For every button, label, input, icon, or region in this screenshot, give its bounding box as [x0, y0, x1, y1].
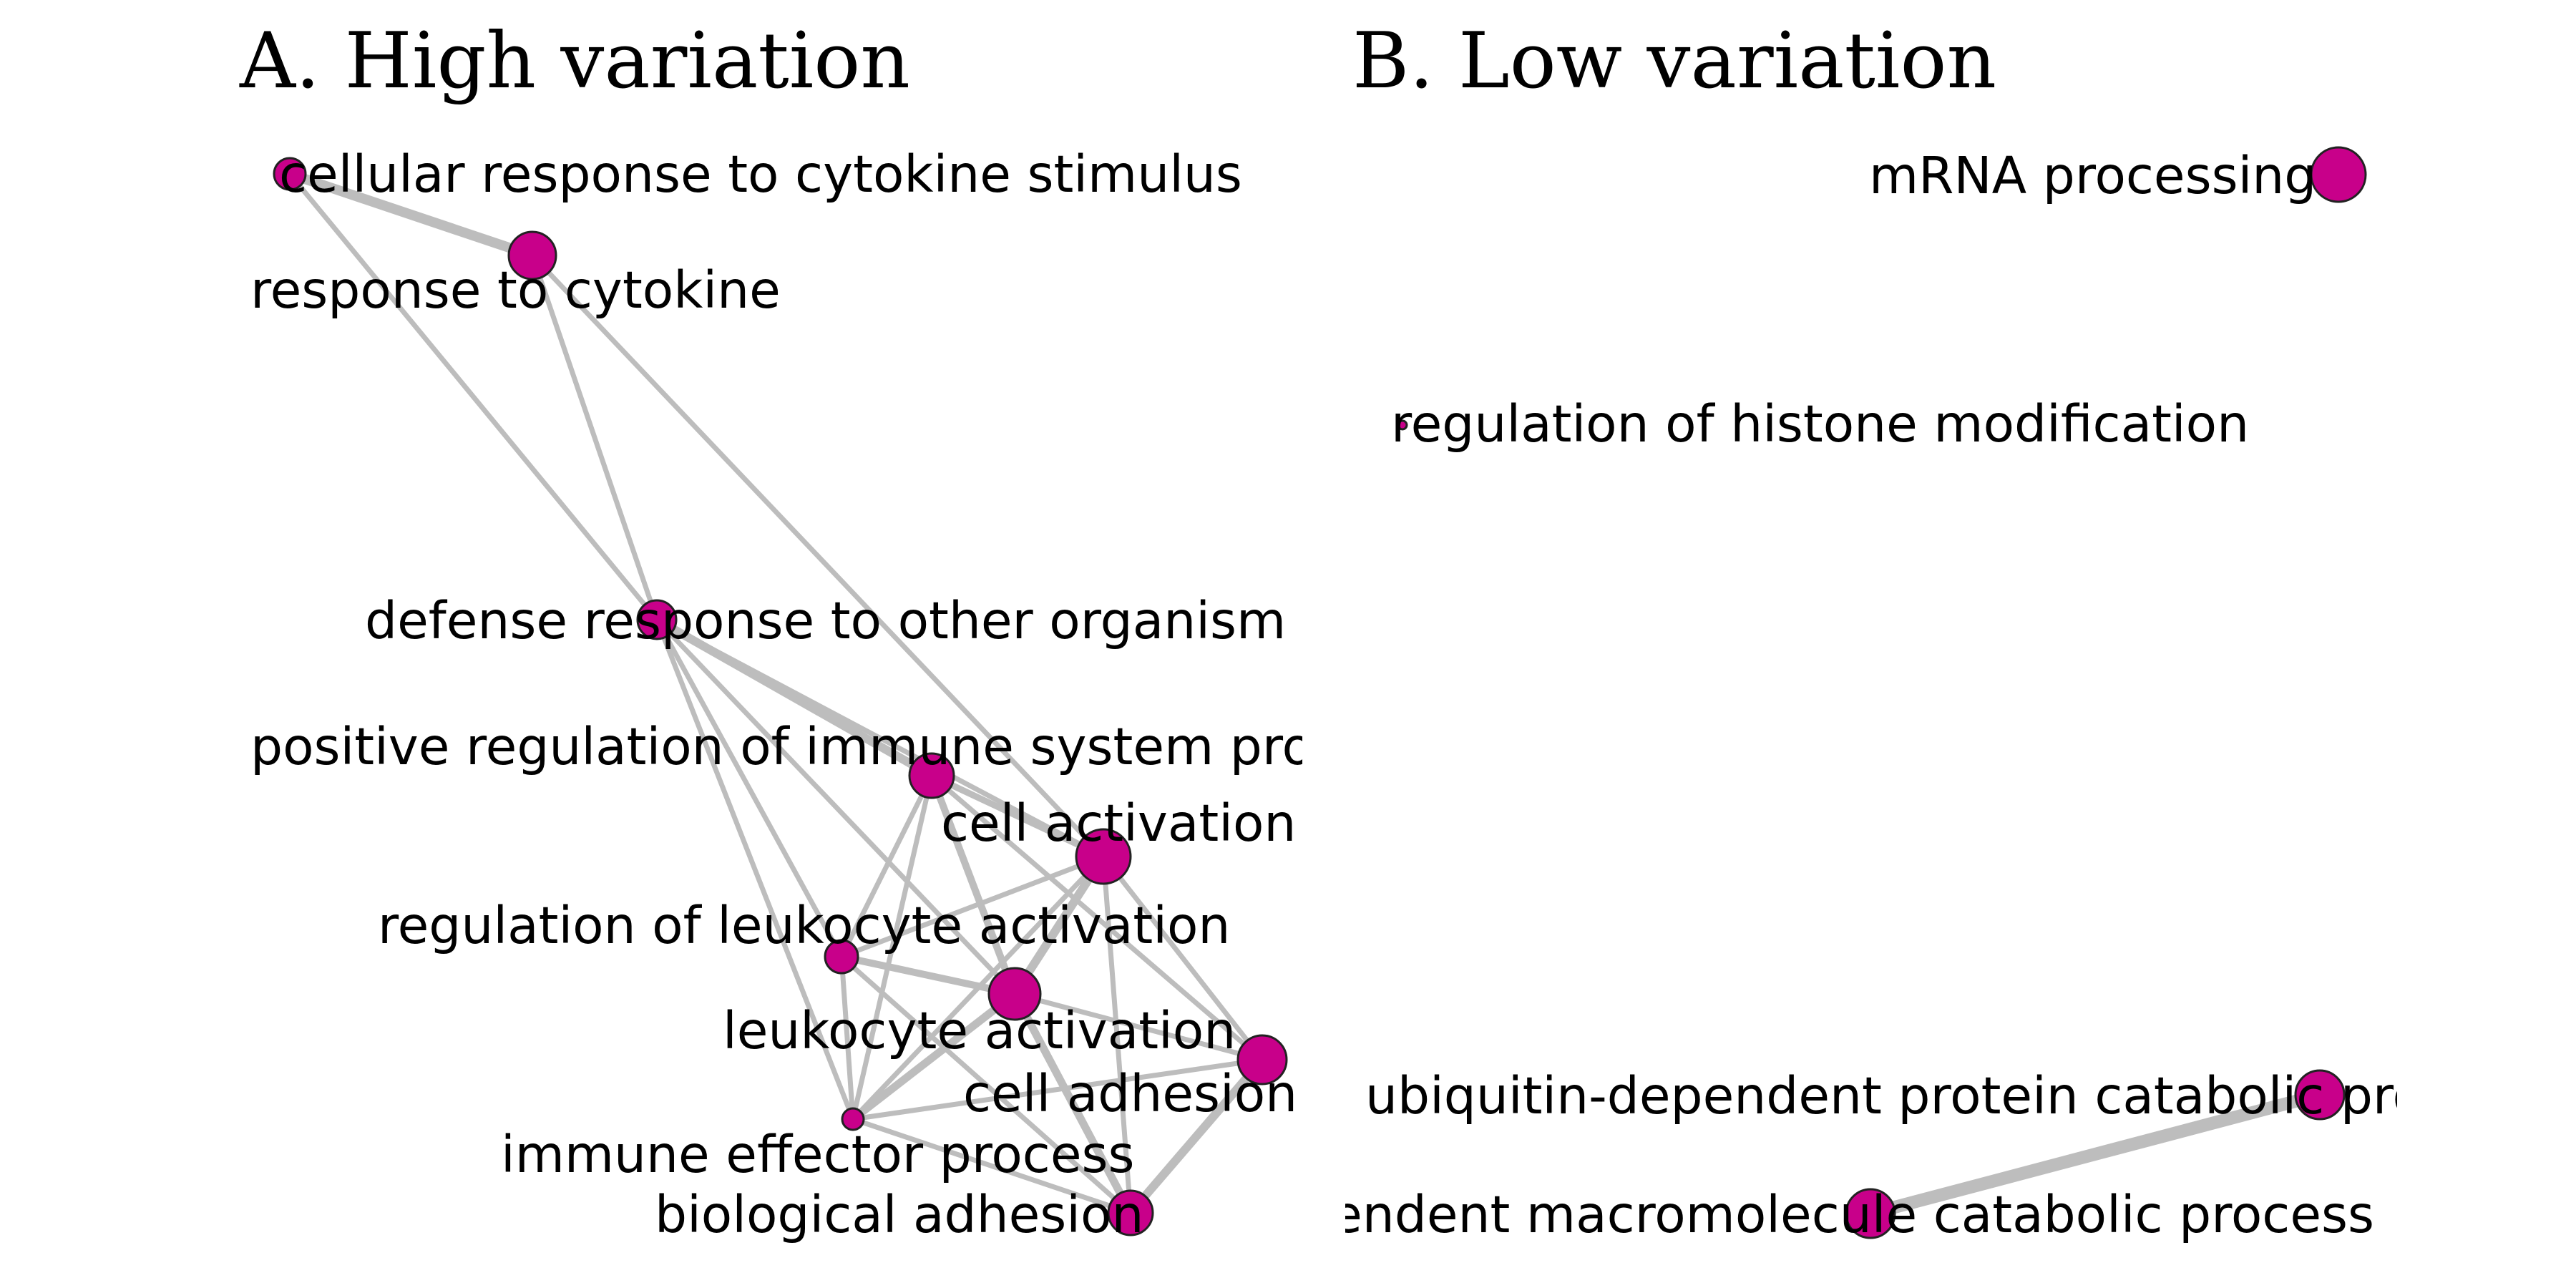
node-mcp	[1845, 1188, 1896, 1239]
node-ba	[1107, 1189, 1154, 1236]
node-label-ba: biological adhesion	[655, 1185, 1143, 1244]
edge-drto-rola	[654, 617, 844, 960]
node-rhm	[1397, 419, 1408, 431]
node-label-ca: cell activation	[941, 794, 1296, 853]
edge-pris-la	[928, 772, 1018, 997]
node-label-rtc: response to cytokine	[250, 260, 781, 320]
edge-udpc-mcp	[1864, 1088, 2326, 1220]
edge-crcs-rtc	[285, 169, 537, 260]
panel-b-network: mRNA processing regulation of histone mod…	[902, 146, 2536, 1244]
panel-a-network: cellular response to cytokine stimulus re…	[250, 145, 1425, 1244]
node-label-crcs: cellular response to cytokine stimulus	[279, 145, 1242, 204]
panel-b-labels: mRNA processing regulation of histone mod…	[902, 146, 2536, 1244]
edge-cad-iep	[850, 1057, 1265, 1122]
panel-a-edges	[285, 169, 1267, 1217]
edge-pris-iep	[850, 773, 935, 1122]
edge-drto-iep	[654, 617, 856, 1122]
node-iep	[841, 1107, 865, 1131]
edge-rola-la	[838, 953, 1018, 997]
edge-cad-ba	[1126, 1055, 1267, 1217]
edge-ca-ba	[1101, 854, 1133, 1216]
node-label-iep: immune effector process	[501, 1125, 1135, 1184]
edge-pris-cad	[929, 773, 1265, 1063]
edge-drto-ca	[654, 617, 1106, 859]
node-label-rhm: regulation of histone modification	[1391, 394, 2249, 454]
edge-drto-la	[654, 617, 1018, 997]
node-label-mrna: mRNA processing	[1869, 146, 2316, 205]
panel-b-edges	[1864, 1088, 2326, 1220]
panel-a-nodes	[273, 157, 1288, 1236]
panel-b-nodes	[1397, 146, 2367, 1239]
node-crcs	[273, 157, 307, 191]
node-cad	[1236, 1034, 1288, 1085]
node-la	[987, 967, 1042, 1021]
edge-pris-rola	[839, 773, 935, 960]
edge-crcs-drto	[287, 171, 660, 623]
edge-rtc-ca	[530, 253, 1106, 859]
edge-ca-rola	[839, 854, 1106, 960]
node-label-udpc: ubiquitin-dependent protein catabolic pr…	[1365, 1066, 2536, 1126]
edge-iep-ba	[850, 1116, 1133, 1216]
node-label-rola: regulation of leukocyte activation	[378, 896, 1230, 955]
node-label-drto: defense response to other organism	[365, 591, 1286, 650]
node-label-pris: positive regulation of immune system pro…	[250, 717, 1425, 776]
edge-rola-iep	[839, 954, 856, 1122]
panel-b-title: B. Low variation	[1352, 16, 1996, 106]
panel-a-labels: cellular response to cytokine stimulus re…	[250, 145, 1425, 1244]
edge-rtc-drto	[530, 253, 660, 623]
node-mrna	[2310, 146, 2367, 203]
edge-la-cad	[1012, 991, 1265, 1063]
edge-pris-ca	[928, 772, 1107, 860]
edge-ca-cad	[1101, 854, 1265, 1063]
node-rola	[824, 939, 859, 975]
edge-rola-ba	[839, 954, 1133, 1216]
edge-la-ba	[1010, 990, 1135, 1217]
node-label-la: leukocyte activation	[723, 1001, 1236, 1060]
node-drto	[636, 599, 678, 640]
node-label-mcp: modification-dependent macromolecule cat…	[902, 1185, 2374, 1244]
edge-la-iep	[849, 990, 1019, 1123]
node-pris	[908, 752, 955, 799]
node-ca	[1075, 828, 1132, 885]
node-rtc	[507, 230, 557, 280]
node-udpc	[2294, 1069, 2346, 1121]
panel-a-title: A. High variation	[239, 16, 910, 106]
node-label-cad: cell adhesion	[963, 1064, 1297, 1123]
